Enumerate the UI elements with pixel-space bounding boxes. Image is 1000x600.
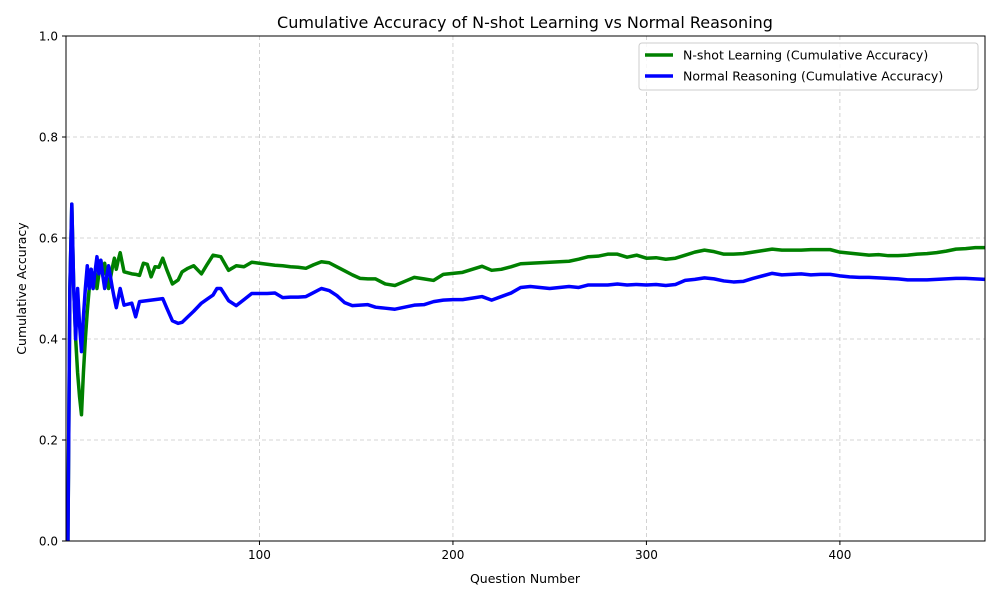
series-line-normal-reasoning bbox=[66, 202, 986, 542]
legend: N-shot Learning (Cumulative Accuracy) No… bbox=[638, 42, 979, 91]
y-tick-label: 0.2 bbox=[39, 434, 58, 448]
x-tick-label: 400 bbox=[828, 548, 851, 562]
x-tick-label: 300 bbox=[635, 548, 658, 562]
x-tick-label: 200 bbox=[441, 548, 464, 562]
legend-label-nshot: N-shot Learning (Cumulative Accuracy) bbox=[683, 48, 928, 63]
y-tick-label: 0.6 bbox=[39, 232, 58, 246]
y-tick-label: 0.4 bbox=[39, 333, 58, 347]
chart-title: Cumulative Accuracy of N-shot Learning v… bbox=[277, 13, 773, 32]
legend-label-normal: Normal Reasoning (Cumulative Accuracy) bbox=[683, 69, 943, 84]
plot-frame bbox=[65, 35, 986, 542]
series-line-nshot-learning bbox=[66, 202, 985, 542]
series-layer bbox=[66, 202, 986, 542]
x-axis-label: Question Number bbox=[470, 571, 581, 586]
y-tick-label: 0.8 bbox=[39, 131, 58, 145]
legend-box bbox=[638, 42, 979, 91]
x-tick-label: 100 bbox=[248, 548, 271, 562]
axis-ticks: 100 200 300 400 0.0 0.2 0.4 0.6 0.8 1.0 bbox=[39, 30, 851, 563]
y-axis-label: Cumulative Accuracy bbox=[14, 222, 29, 355]
y-tick-label: 1.0 bbox=[39, 30, 58, 44]
y-tick-label: 0.0 bbox=[39, 535, 58, 549]
